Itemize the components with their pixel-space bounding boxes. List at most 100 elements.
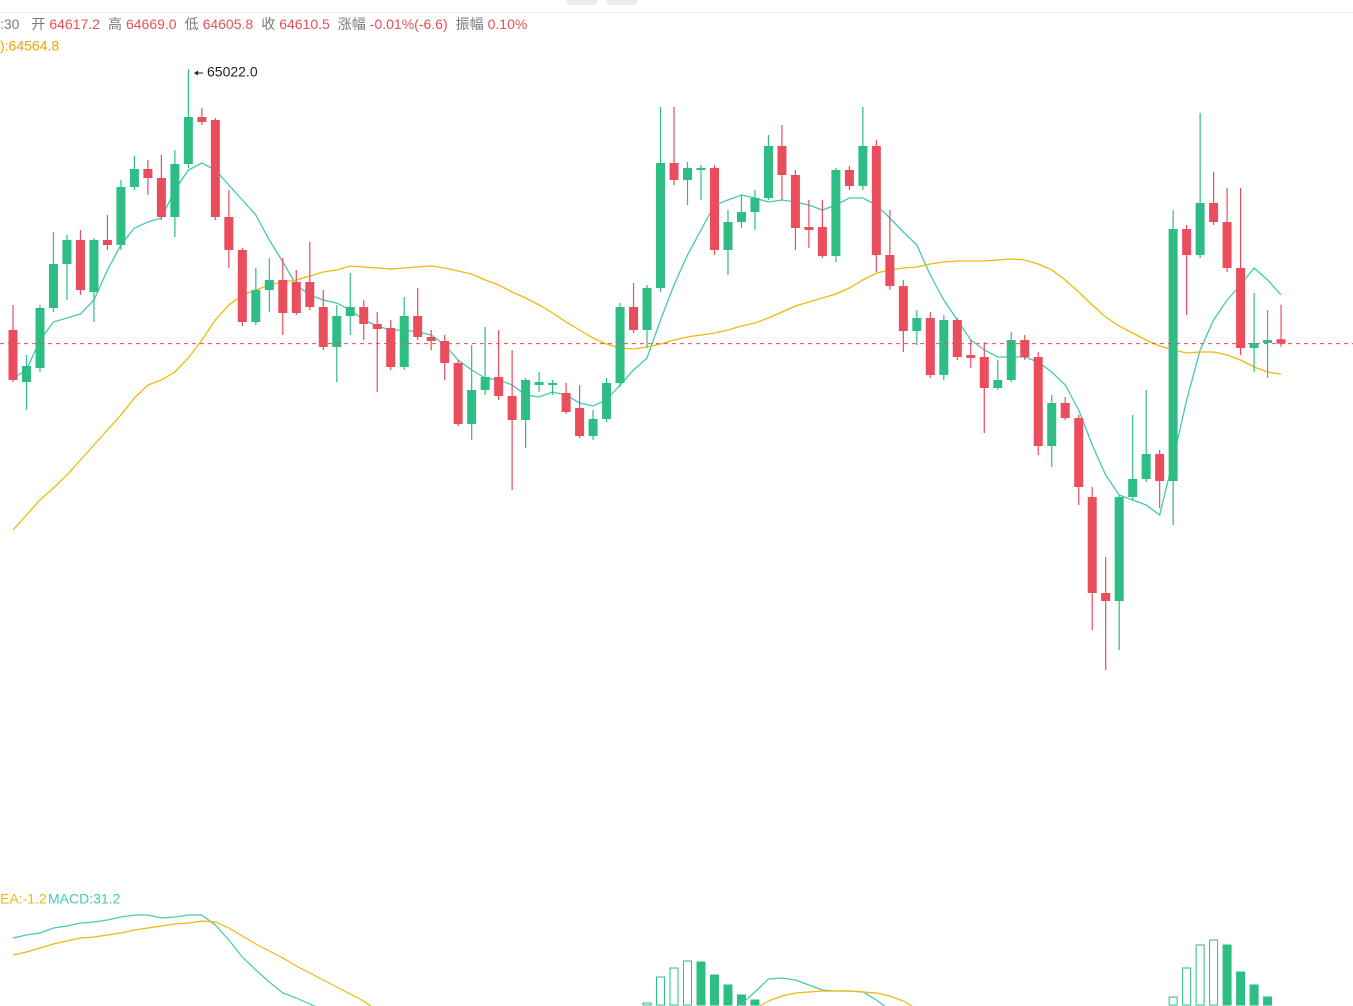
candle-body — [1222, 222, 1232, 268]
candle-body — [777, 146, 787, 175]
candle-body — [1087, 497, 1097, 593]
candle-body — [548, 383, 558, 385]
candle-body — [359, 307, 369, 324]
candle-body — [1276, 339, 1286, 344]
toolbar-button[interactable] — [567, 0, 597, 5]
candle-body — [399, 316, 409, 367]
legend-label: 开 — [31, 16, 45, 32]
candle-body — [102, 240, 112, 245]
candle-body — [1114, 497, 1124, 601]
macd-label: EA:-1.2 — [0, 891, 47, 907]
legend-value: 64605.8 — [203, 16, 254, 32]
candle-body — [143, 169, 153, 178]
macd-bar — [1222, 944, 1232, 1006]
candle-body — [1006, 340, 1016, 380]
arrow-head — [194, 70, 198, 76]
candle-body — [305, 282, 315, 307]
candle-body — [197, 117, 207, 122]
legend-label: 收 — [261, 16, 275, 32]
legend-label: 振幅 — [456, 16, 484, 32]
legend-value: 0.10% — [488, 16, 528, 32]
legend-time: :30 — [0, 16, 20, 32]
candle-body — [1195, 203, 1205, 255]
candle-body — [723, 222, 733, 250]
legend-value: 64617.2 — [49, 16, 100, 32]
candle-body — [440, 341, 450, 363]
candle-body — [372, 324, 382, 329]
candle-body — [750, 198, 760, 212]
candle-body — [21, 366, 31, 382]
candle-body — [629, 307, 639, 330]
candle-body — [831, 170, 841, 256]
candle-body — [656, 163, 666, 288]
candle-body — [264, 280, 274, 290]
candle-body — [588, 419, 598, 436]
candle-body — [912, 318, 922, 331]
candle-body — [575, 408, 585, 436]
candle-body — [844, 170, 854, 186]
macd-bar — [709, 974, 719, 1006]
candle-body — [183, 117, 193, 164]
candle-body — [709, 168, 719, 250]
candle-body — [35, 308, 45, 368]
candle-body — [858, 146, 868, 186]
ohlc-legend: :30 开 64617.2 高 64669.0 低 64605.8 收 64610.5 涨幅 -0… — [0, 16, 527, 32]
candle-body — [763, 146, 773, 198]
candle-body — [1249, 343, 1259, 348]
candle-body — [1209, 203, 1219, 222]
max-label: 65022.0 — [207, 64, 258, 80]
candle-body — [75, 240, 85, 290]
candle-body — [494, 377, 504, 396]
candle-body — [345, 307, 355, 316]
candle-body — [1168, 229, 1178, 481]
candle-body — [116, 187, 126, 245]
candle-body — [224, 217, 234, 250]
macd-bar — [1182, 967, 1192, 1006]
candle-body — [467, 390, 477, 424]
candle-body — [1101, 593, 1111, 601]
candle-body — [898, 286, 908, 331]
macd-bar — [696, 961, 706, 1006]
candle-body — [817, 227, 827, 256]
candle-body — [1020, 340, 1030, 357]
candle-body — [993, 380, 1003, 388]
ma-legend: ):64564.8 — [0, 38, 59, 54]
candle-body — [939, 320, 949, 375]
candle-body — [278, 280, 288, 313]
candle-body — [386, 328, 396, 367]
macd-bar — [1168, 996, 1178, 1006]
candle-body — [871, 146, 881, 255]
candle-body — [790, 175, 800, 228]
candle-body — [683, 168, 692, 180]
macd-label: MACD:31.2 — [48, 891, 121, 907]
legend-value: 64610.5 — [279, 16, 330, 32]
candle-body — [318, 307, 328, 347]
macd-bar — [656, 976, 666, 1006]
candle-body — [62, 240, 72, 264]
candle-body — [952, 320, 962, 357]
candle-body — [736, 212, 746, 222]
candle-body — [925, 318, 935, 375]
candle-body — [1060, 403, 1070, 418]
macd-bar — [1236, 971, 1246, 1006]
candle-body — [1141, 454, 1151, 479]
toolbar-button[interactable] — [607, 0, 637, 5]
candle-body — [170, 164, 180, 217]
candle-body — [521, 380, 531, 420]
ma-line — [12, 162, 1282, 517]
candle-body — [1263, 340, 1273, 343]
macd-bar — [1249, 984, 1259, 1006]
candle-body — [1236, 268, 1246, 348]
candle-body — [1074, 418, 1084, 487]
candle-body — [1182, 229, 1192, 255]
candle-body — [615, 307, 625, 383]
candle-body — [156, 178, 166, 217]
candle-body — [1047, 403, 1057, 446]
candle-body — [561, 393, 571, 412]
macd-bar — [1263, 996, 1273, 1006]
macd-bar — [750, 999, 760, 1006]
candle-body — [426, 337, 436, 341]
candle-body — [8, 330, 18, 380]
